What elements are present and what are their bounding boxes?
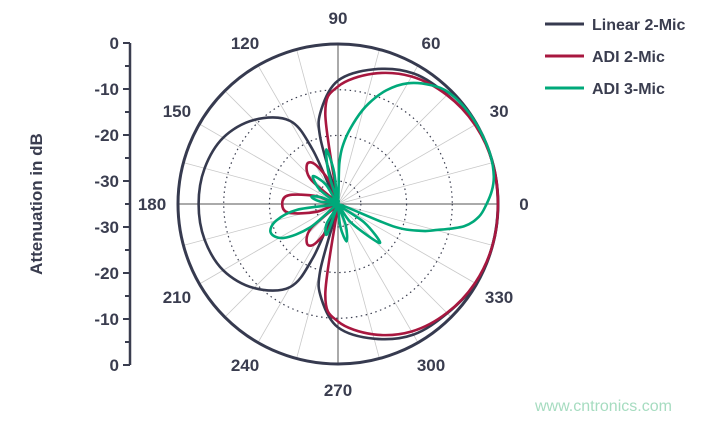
series-adi-2-mic — [280, 71, 500, 337]
legend-label: ADI 2-Mic — [592, 49, 665, 66]
spoke-210 — [199, 203, 339, 285]
spoke-285 — [337, 203, 380, 359]
angle-label: 90 — [329, 9, 348, 28]
angle-label: 120 — [231, 34, 259, 53]
spoke-75 — [337, 49, 380, 205]
spoke-315 — [337, 203, 452, 318]
radial-tick-label: -10 — [94, 80, 119, 99]
spoke-135 — [224, 90, 339, 205]
spoke-15 — [337, 162, 493, 205]
angle-labels: 0 30 60 90 120 150 180 210 240 270 300 330 — [138, 9, 529, 400]
grid-ring — [314, 180, 362, 228]
angle-label: 150 — [163, 102, 191, 121]
angle-label: 60 — [422, 34, 441, 53]
radial-tick-label: 0 — [110, 34, 119, 53]
radial-axis: 0 -10 -20 -30 -30 -20 -10 0 — [94, 34, 132, 375]
radial-tick-label: -20 — [94, 126, 119, 145]
spoke-345 — [337, 203, 493, 246]
grid-ring — [223, 89, 453, 319]
spoke-330 — [337, 203, 477, 285]
grid-ring — [268, 134, 408, 274]
series-adi-3-mic — [269, 81, 496, 245]
radial-tick-label: -20 — [94, 264, 119, 283]
radial-tick-label: -30 — [94, 218, 119, 237]
pattern-curves — [197, 67, 500, 341]
spoke-300 — [337, 203, 419, 343]
angle-label: 30 — [490, 102, 509, 121]
radial-tick-label: -10 — [94, 310, 119, 329]
radial-tick-label: -30 — [94, 172, 119, 191]
watermark: www.cntronics.com — [535, 398, 672, 415]
spoke-195 — [183, 203, 339, 246]
spoke-30 — [337, 123, 477, 205]
series-linear-2-mic — [197, 67, 500, 341]
angle-label: 330 — [485, 288, 513, 307]
angle-label: 270 — [324, 381, 352, 400]
spoke-45 — [337, 90, 452, 205]
spoke-225 — [224, 203, 339, 318]
legend-label: Linear 2-Mic — [592, 17, 685, 34]
angle-label: 300 — [417, 356, 445, 375]
radial-tick-label: 0 — [110, 356, 119, 375]
angle-label: 0 — [519, 195, 528, 214]
angle-label: 210 — [163, 288, 191, 307]
spoke-120 — [257, 65, 339, 205]
legend-label: ADI 3-Mic — [592, 81, 665, 98]
legend: Linear 2-Mic ADI 2-Mic ADI 3-Mic — [545, 17, 685, 98]
angle-label: 180 — [138, 195, 166, 214]
angle-label: 240 — [231, 356, 259, 375]
spoke-150 — [199, 123, 339, 205]
spoke-60 — [337, 65, 419, 205]
y-axis-label: Attenuation in dB — [27, 133, 46, 275]
